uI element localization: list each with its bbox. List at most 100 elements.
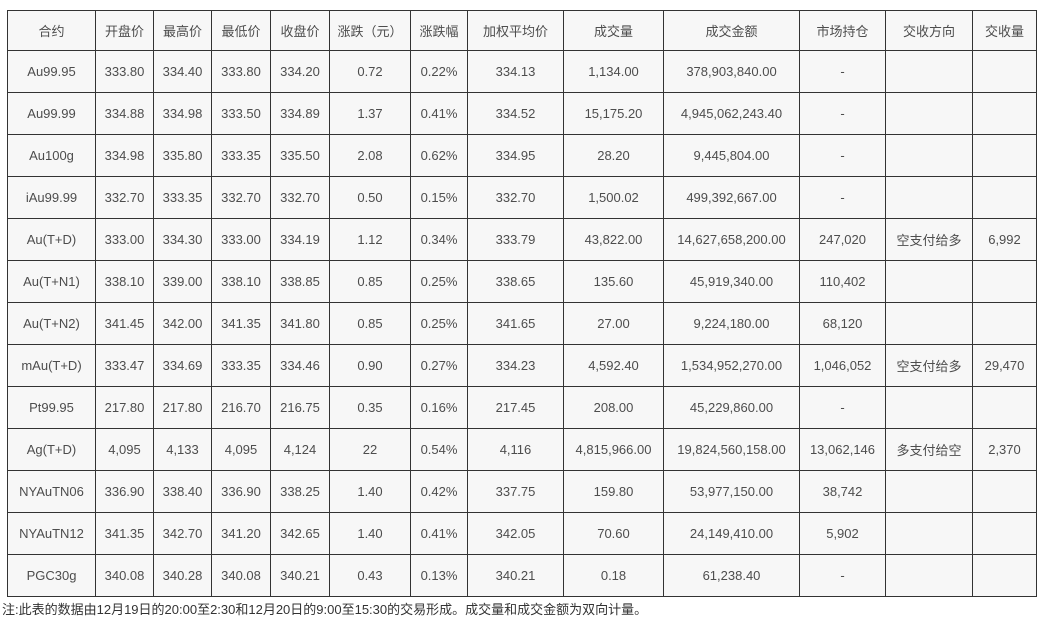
value-cell-low: 333.80 <box>211 50 271 93</box>
value-cell-weighted_avg_price: 217.45 <box>467 386 564 429</box>
value-cell-volume: 15,175.20 <box>563 92 664 135</box>
value-cell-volume: 1,500.02 <box>563 176 664 219</box>
value-cell-delivery_volume <box>972 302 1037 345</box>
value-cell-open_interest: 247,020 <box>799 218 886 261</box>
value-cell-change_yuan: 1.37 <box>329 92 411 135</box>
value-cell-change_yuan: 0.85 <box>329 260 411 303</box>
value-cell-change_yuan: 22 <box>329 428 411 471</box>
value-cell-volume: 4,592.40 <box>563 344 664 387</box>
header-row: 合约 开盘价 最高价 最低价 收盘价 涨跌（元） 涨跌幅 加权平均价 成交量 成… <box>7 10 1037 51</box>
value-cell-delivery_volume: 29,470 <box>972 344 1037 387</box>
value-cell-high: 342.00 <box>153 302 212 345</box>
value-cell-delivery_direction: 空支付给多 <box>885 218 973 261</box>
contract-cell: Ag(T+D) <box>7 428 96 471</box>
contract-cell: PGC30g <box>7 554 96 597</box>
value-cell-weighted_avg_price: 334.95 <box>467 134 564 177</box>
value-cell-change_pct: 0.41% <box>410 512 468 555</box>
table-row: NYAuTN06 336.90 338.40 336.90 338.25 1.40 0.42… <box>7 470 1037 513</box>
contract-cell: Au99.95 <box>7 50 96 93</box>
value-cell-delivery_direction <box>885 512 973 555</box>
value-cell-close: 341.80 <box>270 302 330 345</box>
table-row: Au99.95 333.80 334.40 333.80 334.20 0.72 0.22%… <box>7 50 1037 93</box>
value-cell-change_pct: 0.42% <box>410 470 468 513</box>
value-cell-high: 4,133 <box>153 428 212 471</box>
value-cell-open_interest: - <box>799 50 886 93</box>
value-cell-high: 340.28 <box>153 554 212 597</box>
value-cell-delivery_direction <box>885 302 973 345</box>
value-cell-open_interest: 68,120 <box>799 302 886 345</box>
value-cell-volume: 70.60 <box>563 512 664 555</box>
value-cell-change_pct: 0.15% <box>410 176 468 219</box>
value-cell-open: 334.98 <box>95 134 154 177</box>
value-cell-open: 336.90 <box>95 470 154 513</box>
value-cell-high: 342.70 <box>153 512 212 555</box>
value-cell-delivery_volume: 2,370 <box>972 428 1037 471</box>
value-cell-open: 338.10 <box>95 260 154 303</box>
value-cell-delivery_direction: 空支付给多 <box>885 344 973 387</box>
contract-cell: mAu(T+D) <box>7 344 96 387</box>
column-header-open: 开盘价 <box>95 10 154 51</box>
table-row: Au(T+N2) 341.45 342.00 341.35 341.80 0.85 0.25… <box>7 302 1037 345</box>
value-cell-volume: 43,822.00 <box>563 218 664 261</box>
value-cell-open_interest: 110,402 <box>799 260 886 303</box>
value-cell-volume: 208.00 <box>563 386 664 429</box>
value-cell-change_yuan: 1.40 <box>329 512 411 555</box>
value-cell-high: 334.30 <box>153 218 212 261</box>
table-row: PGC30g 340.08 340.28 340.08 340.21 0.43 0.13% 3… <box>7 554 1037 597</box>
column-header-change-yuan: 涨跌（元） <box>329 10 411 51</box>
value-cell-high: 334.69 <box>153 344 212 387</box>
column-header-high: 最高价 <box>153 10 212 51</box>
value-cell-close: 4,124 <box>270 428 330 471</box>
value-cell-close: 334.89 <box>270 92 330 135</box>
value-cell-change_yuan: 0.50 <box>329 176 411 219</box>
column-header-turnover: 成交金额 <box>663 10 800 51</box>
value-cell-open_interest: 1,046,052 <box>799 344 886 387</box>
contract-cell: Au(T+N1) <box>7 260 96 303</box>
value-cell-close: 338.25 <box>270 470 330 513</box>
table-row: NYAuTN12 341.35 342.70 341.20 342.65 1.40 0.41… <box>7 512 1037 555</box>
value-cell-close: 332.70 <box>270 176 330 219</box>
value-cell-weighted_avg_price: 333.79 <box>467 218 564 261</box>
value-cell-change_pct: 0.54% <box>410 428 468 471</box>
value-cell-delivery_volume: 6,992 <box>972 218 1037 261</box>
value-cell-low: 338.10 <box>211 260 271 303</box>
value-cell-open: 332.70 <box>95 176 154 219</box>
value-cell-volume: 28.20 <box>563 134 664 177</box>
value-cell-low: 336.90 <box>211 470 271 513</box>
table-row: iAu99.99 332.70 333.35 332.70 332.70 0.50 0.15… <box>7 176 1037 219</box>
value-cell-change_yuan: 1.12 <box>329 218 411 261</box>
value-cell-open: 340.08 <box>95 554 154 597</box>
value-cell-weighted_avg_price: 338.65 <box>467 260 564 303</box>
value-cell-turnover: 45,919,340.00 <box>663 260 800 303</box>
value-cell-turnover: 9,224,180.00 <box>663 302 800 345</box>
value-cell-change_yuan: 0.35 <box>329 386 411 429</box>
value-cell-high: 338.40 <box>153 470 212 513</box>
value-cell-high: 334.98 <box>153 92 212 135</box>
value-cell-delivery_volume <box>972 386 1037 429</box>
value-cell-volume: 0.18 <box>563 554 664 597</box>
contract-cell: NYAuTN12 <box>7 512 96 555</box>
value-cell-change_pct: 0.22% <box>410 50 468 93</box>
value-cell-change_yuan: 0.85 <box>329 302 411 345</box>
table-row: mAu(T+D) 333.47 334.69 333.35 334.46 0.90 0.27… <box>7 344 1037 387</box>
table-row: Au100g 334.98 335.80 333.35 335.50 2.08 0.62% 3… <box>7 134 1037 177</box>
contract-cell: NYAuTN06 <box>7 470 96 513</box>
value-cell-volume: 27.00 <box>563 302 664 345</box>
table-header: 合约 开盘价 最高价 最低价 收盘价 涨跌（元） 涨跌幅 加权平均价 成交量 成… <box>7 10 1037 51</box>
value-cell-close: 342.65 <box>270 512 330 555</box>
table-row: Au99.99 334.88 334.98 333.50 334.89 1.37 0.41%… <box>7 92 1037 135</box>
value-cell-close: 216.75 <box>270 386 330 429</box>
value-cell-low: 333.35 <box>211 134 271 177</box>
table-row: Au(T+D) 333.00 334.30 333.00 334.19 1.12 0.34%… <box>7 218 1037 261</box>
value-cell-high: 334.40 <box>153 50 212 93</box>
value-cell-turnover: 1,534,952,270.00 <box>663 344 800 387</box>
value-cell-close: 335.50 <box>270 134 330 177</box>
value-cell-turnover: 19,824,560,158.00 <box>663 428 800 471</box>
value-cell-low: 4,095 <box>211 428 271 471</box>
column-header-weighted-avg-price: 加权平均价 <box>467 10 564 51</box>
value-cell-open_interest: 38,742 <box>799 470 886 513</box>
value-cell-open: 333.47 <box>95 344 154 387</box>
value-cell-turnover: 14,627,658,200.00 <box>663 218 800 261</box>
column-header-contract: 合约 <box>7 10 96 51</box>
